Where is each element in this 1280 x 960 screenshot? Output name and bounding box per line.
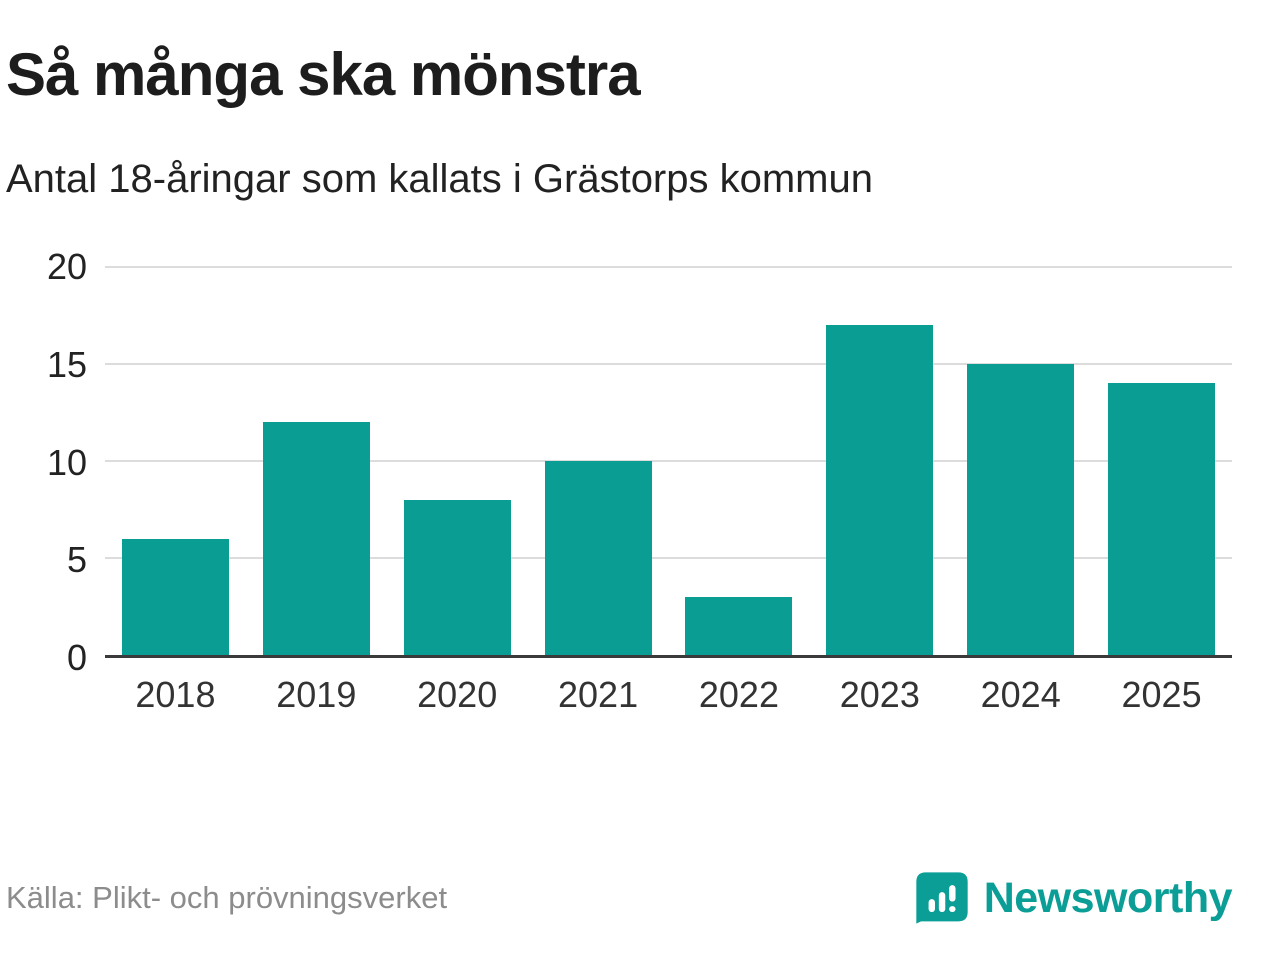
bar-2019 [262,422,370,655]
bar-2023 [826,325,934,655]
bar-slot [246,267,387,655]
page-title: Så många ska mönstra [6,41,641,108]
x-tick-label: 2021 [558,674,639,715]
x-tick-label: 2020 [417,674,498,715]
bar-slot [387,267,528,655]
y-tick-label: 20 [46,246,87,287]
bar-2020 [403,499,511,655]
x-axis: 2018 2019 2020 2021 2022 2023 2024 2025 [105,674,1232,716]
gridline [105,363,1232,365]
x-tick-label: 2019 [276,674,357,715]
source-note: Källa: Plikt- och prövningsverket [6,880,448,915]
y-tick-label: 5 [66,539,87,581]
y-tick-label: 0 [66,637,87,678]
gridline [105,266,1232,268]
bar-slot [669,267,810,655]
bar-2025 [1108,383,1216,655]
x-tick-label: 2024 [980,674,1061,715]
x-tick-label: 2022 [698,674,779,715]
x-tick-label: 2023 [839,674,920,715]
bar-2024 [967,364,1075,655]
bar-slot [105,267,246,655]
y-tick-label: 15 [46,343,87,385]
bars [105,267,1232,655]
bar-2018 [121,538,229,655]
bar-2021 [544,461,652,655]
gridline [105,557,1232,559]
chart-row: 0 5 10 15 20 [6,249,1232,676]
y-axis: 0 5 10 15 20 [6,249,105,676]
x-tick-label: 2018 [135,674,216,715]
gridline [105,460,1232,462]
bar-slot [950,267,1091,655]
newsworthy-logo-icon [914,870,970,926]
y-tick-label: 10 [46,441,87,483]
plot-area [105,266,1232,658]
bar-slot [1091,267,1232,655]
footer: Källa: Plikt- och prövningsverket Newswo… [6,870,1233,934]
x-tick-label: 2025 [1121,674,1202,715]
brand: Newsworthy [914,870,1233,926]
bar-2022 [685,596,793,655]
bar-slot [528,267,669,655]
brand-name: Newsworthy [983,873,1233,922]
bar-chart: 0 5 10 15 20 2018 2019 2020 2021 2022 2023 2024 202… [6,249,1232,716]
page-subtitle: Antal 18-åringar som kallats i Grästorps… [6,157,873,201]
bar-slot [809,267,950,655]
